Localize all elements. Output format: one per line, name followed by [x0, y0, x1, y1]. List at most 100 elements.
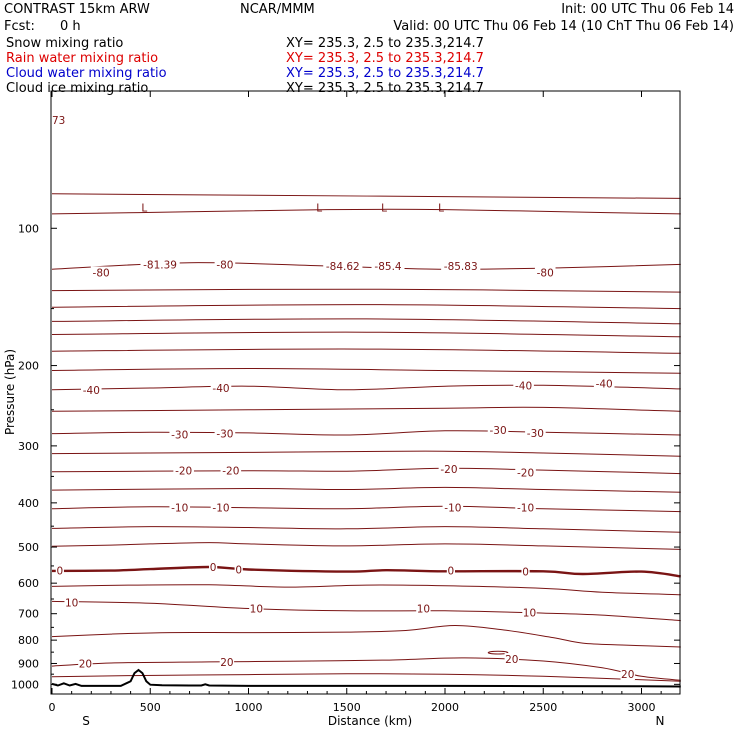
valid-time: Valid: 00 UTC Thu 06 Feb 14 (10 ChT Thu … — [393, 19, 734, 34]
contour-label-bg-12 — [214, 427, 236, 440]
contour-label-34: 20 — [505, 654, 518, 666]
terrain-line — [51, 668, 681, 688]
contour-label-bg-14 — [525, 426, 546, 439]
contour-label-3: -84.62 — [326, 261, 360, 273]
contour-label-bg-8 — [210, 382, 232, 395]
contour-line-13 — [51, 467, 681, 475]
contour-label-23: 0 — [57, 566, 64, 578]
y-tick-label-2: 300 — [18, 440, 39, 453]
contour-label-17: -20 — [440, 464, 457, 476]
contour-label-bg-32 — [78, 657, 93, 670]
contour-label-bg-9 — [513, 379, 534, 392]
forecast-hour: 0 h — [60, 19, 81, 34]
temperature-contours — [51, 193, 681, 682]
field-legend: Snow mixing ratio XY= 235.3, 2.5 to 235.3… — [6, 36, 484, 96]
contour-label-bg-25 — [234, 563, 243, 576]
contour-label-22: -10 — [517, 502, 534, 514]
contour-label-bg-4 — [371, 260, 405, 273]
contour-line-16 — [51, 526, 681, 533]
contour-label-8: -40 — [212, 383, 229, 395]
contour-line-7 — [51, 348, 681, 354]
contour-label-6: -80 — [537, 267, 554, 279]
contour-line-14 — [51, 486, 681, 493]
contour-label-bg-1 — [140, 258, 180, 271]
corner-contour-label: 73 — [52, 115, 65, 127]
contour-label-bg-3 — [323, 260, 363, 273]
contour-label-bg-19 — [169, 501, 191, 514]
contour-line-21 — [51, 624, 681, 648]
contour-label-30: 10 — [417, 604, 430, 616]
contour-label-bg-34 — [504, 653, 520, 666]
contour-label-bg-26 — [446, 564, 455, 577]
x-axis-title: Distance (km) — [328, 714, 412, 728]
contour-label-7: -40 — [83, 385, 100, 397]
contour-line-1 — [51, 208, 681, 215]
south-end-label: S — [82, 714, 90, 728]
y-tick-label-7: 800 — [18, 634, 39, 647]
y-tick-label-9: 1000 — [11, 678, 39, 691]
y-tick-label-8: 900 — [18, 657, 39, 670]
contour-line-22 — [51, 657, 681, 681]
contour-label-bg-21 — [442, 501, 464, 514]
contour-line-19 — [51, 584, 681, 596]
contour-label-33: 20 — [220, 657, 233, 669]
field-name-2: Cloud water mixing ratio — [6, 66, 167, 81]
contour-label-bg-33 — [219, 655, 235, 668]
contour-label-bg-31 — [522, 606, 537, 619]
field-name-0: Snow mixing ratio — [6, 36, 123, 51]
contour-label-bg-0 — [90, 266, 112, 279]
contour-label-1: -81.39 — [143, 259, 177, 271]
contour-label-bg-13 — [487, 424, 509, 437]
contour-label-27: 0 — [522, 566, 529, 578]
init-time: Init: 00 UTC Thu 06 Feb 14 — [561, 2, 734, 17]
x-tick-label-6: 3000 — [628, 701, 656, 714]
y-tick-label-5: 600 — [18, 577, 39, 590]
terrain-outline — [51, 668, 681, 688]
y-tick-label-1: 200 — [18, 360, 39, 373]
contour-line-18 — [51, 565, 681, 578]
institution-label: NCAR/MMM — [240, 2, 315, 17]
contour-labels: -80 -81.39 -80 -84.62 -85.4 -85.83 -80 -40 -40 -4… — [55, 202, 635, 681]
contour-label-10: -40 — [596, 379, 613, 391]
contour-line-17 — [51, 542, 681, 550]
contour-label-bg-35 — [620, 668, 635, 681]
x-tick-label-0: 0 — [49, 701, 56, 714]
contour-label-bg-10 — [593, 377, 615, 390]
forecast-label: Fcst: — [4, 19, 35, 34]
low-marker-1: L — [316, 202, 322, 214]
y-axis-title: Pressure (hPa) — [3, 349, 17, 435]
contour-label-24: 0 — [210, 562, 217, 574]
x-axis: 0 500 1000 1500 2000 2500 3000 — [49, 91, 662, 714]
closed-contour — [487, 650, 509, 655]
contour-label-0: -80 — [93, 267, 110, 279]
contour-line-6 — [51, 331, 681, 338]
contour-label-bg-15 — [173, 464, 194, 477]
contour-label-bg-23 — [55, 564, 64, 577]
contour-label-14: -30 — [527, 428, 544, 440]
contour-label-20: -10 — [212, 503, 229, 515]
contour-label-12: -30 — [216, 429, 233, 441]
contour-label-bg-28 — [64, 596, 79, 609]
contour-label-bg-7 — [81, 383, 102, 396]
contour-line-12 — [51, 450, 681, 457]
y-tick-label-0: 100 — [18, 222, 39, 235]
field-xy-2: XY= 235.3, 2.5 to 235.3,214.7 — [286, 66, 484, 81]
y-tick-label-3: 400 — [18, 497, 39, 510]
contour-label-bg-11 — [169, 428, 191, 441]
contour-label-19: -10 — [171, 503, 188, 515]
contour-label-29: 10 — [250, 604, 263, 616]
contour-line-3 — [51, 288, 681, 293]
contour-label-32: 20 — [79, 658, 92, 670]
contour-label-bg-24 — [209, 561, 218, 574]
contour-label-31: 10 — [523, 608, 536, 620]
contour-label-bg-18 — [515, 466, 536, 479]
contour-label-13: -30 — [489, 425, 506, 437]
contour-line-8 — [51, 367, 681, 374]
contour-label-16: -20 — [222, 466, 239, 478]
contour-label-bg-2 — [214, 258, 236, 271]
contour-label-bg-6 — [534, 266, 556, 279]
field-xy-3: XY= 235.3, 2.5 to 235.3,214.7 — [286, 81, 484, 96]
contour-label-35: 20 — [621, 669, 634, 681]
